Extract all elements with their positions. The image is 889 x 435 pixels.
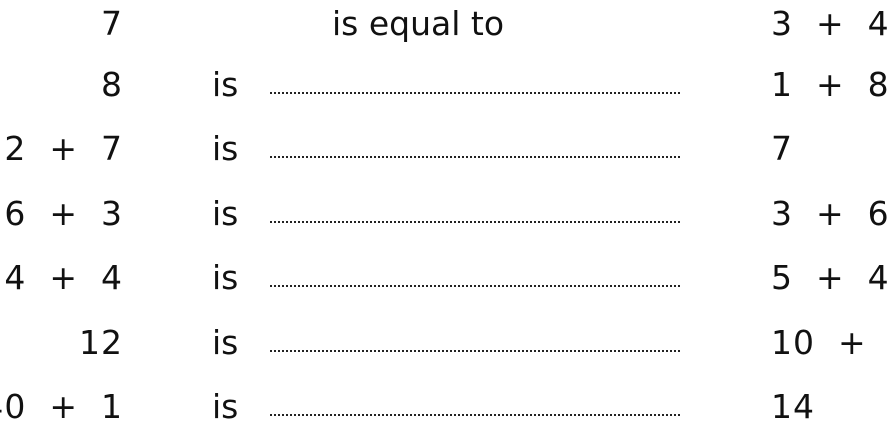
right-expression: 7 (771, 129, 793, 168)
equality-worksheet: 7 is equal to 3 + 4 8 is 1 + 8 2 + 7 is … (0, 2, 889, 426)
right-expression: 1 + 8 (771, 65, 889, 104)
example-left-expression: 7 (101, 4, 123, 43)
left-expression: 12 (79, 323, 123, 362)
exercise-row-2: 2 + 7 is 7 (0, 127, 889, 177)
is-label: is (212, 194, 239, 233)
exercise-row-4: 4 + 4 is 5 + 4 (0, 256, 889, 306)
is-label: is (212, 65, 239, 104)
is-label: is (212, 387, 239, 426)
is-label: is (212, 258, 239, 297)
right-expression: 5 + 4 (771, 258, 889, 297)
right-expression: 3 + 6 (771, 194, 889, 233)
answer-blank[interactable] (270, 92, 680, 94)
answer-blank[interactable] (270, 221, 680, 223)
is-label: is (212, 323, 239, 362)
left-expression: 8 (101, 65, 123, 104)
right-expression: 10 + 2 (771, 323, 867, 362)
left-expression: 4 + 4 (4, 258, 123, 297)
right-expression: 14 (771, 387, 815, 426)
answer-blank[interactable] (270, 350, 680, 352)
answer-blank[interactable] (270, 414, 680, 416)
example-row: 7 is equal to 3 + 4 (0, 2, 889, 52)
example-relation-text: is equal to (332, 4, 505, 43)
example-right-expression: 3 + 4 (771, 4, 889, 43)
left-expression: 2 + 7 (4, 129, 123, 168)
exercise-row-6: 40 + 1 is 14 (0, 385, 889, 435)
left-expression: 6 + 3 (4, 194, 123, 233)
answer-blank[interactable] (270, 285, 680, 287)
exercise-row-1: 8 is 1 + 8 (0, 63, 889, 113)
left-expression: 40 + 1 (0, 387, 123, 426)
is-label: is (212, 129, 239, 168)
exercise-row-5: 12 is 10 + 2 (0, 321, 889, 371)
answer-blank[interactable] (270, 156, 680, 158)
exercise-row-3: 6 + 3 is 3 + 6 (0, 192, 889, 242)
